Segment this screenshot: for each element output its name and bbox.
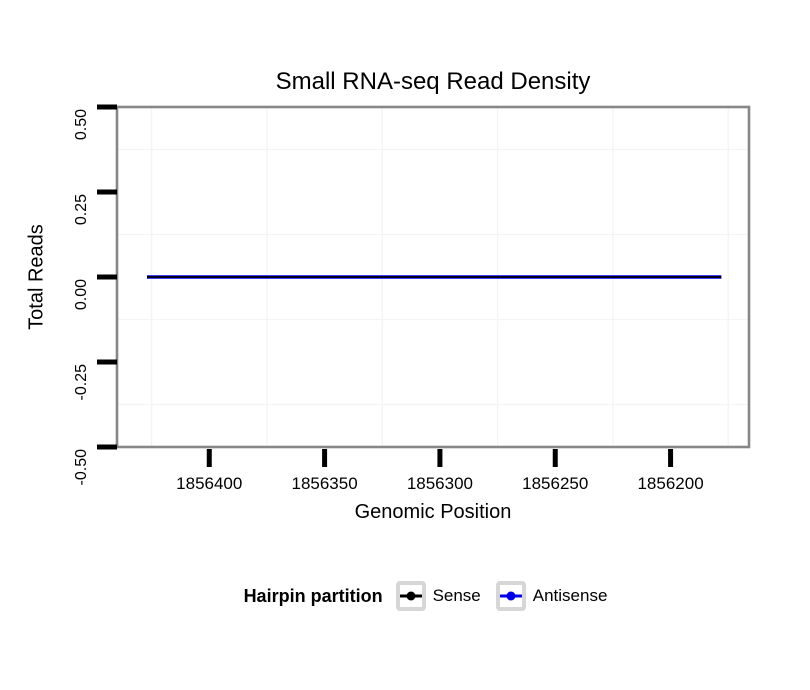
chart-title: Small RNA-seq Read Density xyxy=(275,68,591,95)
y-tick-label: 0.25 xyxy=(73,194,90,225)
y-tick-mark xyxy=(97,104,117,110)
x-tick-mark xyxy=(322,449,328,467)
x-tick-label: 1856400 xyxy=(176,474,242,493)
x-tick-label: 1856250 xyxy=(522,474,588,493)
x-tick-mark xyxy=(206,449,212,467)
x-tick-label: 1856200 xyxy=(637,474,703,493)
x-tick-label: 1856350 xyxy=(291,474,357,493)
y-tick-label: -0.25 xyxy=(73,364,90,401)
x-tick-mark xyxy=(668,449,674,467)
y-tick-label: 0.00 xyxy=(73,279,90,310)
sense-key-icon xyxy=(395,581,426,611)
y-tick-mark xyxy=(97,189,117,195)
legend-label: Sense xyxy=(432,586,481,605)
x-tick-mark xyxy=(552,449,558,467)
x-axis-title: Genomic Position xyxy=(354,501,512,523)
legend-item-antisense: Antisense xyxy=(495,581,608,611)
legend-title: Hairpin partition xyxy=(243,585,383,606)
plot-area: 1856400 1856350 1856300 1856250 1856200 0.50 0… xyxy=(73,104,751,493)
legend-item-sense: Sense xyxy=(395,581,481,611)
y-tick-label: -0.50 xyxy=(73,449,90,486)
y-tick-mark xyxy=(97,359,117,365)
legend: Hairpin partition Sense Antisense xyxy=(28,581,810,611)
y-tick-mark xyxy=(97,444,117,450)
y-tick-mark xyxy=(97,274,117,280)
x-tick-label: 1856300 xyxy=(407,474,473,493)
antisense-key-icon xyxy=(495,581,526,611)
legend-label: Antisense xyxy=(532,586,608,605)
x-tick-mark xyxy=(437,449,443,467)
y-tick-label: 0.50 xyxy=(73,109,90,140)
